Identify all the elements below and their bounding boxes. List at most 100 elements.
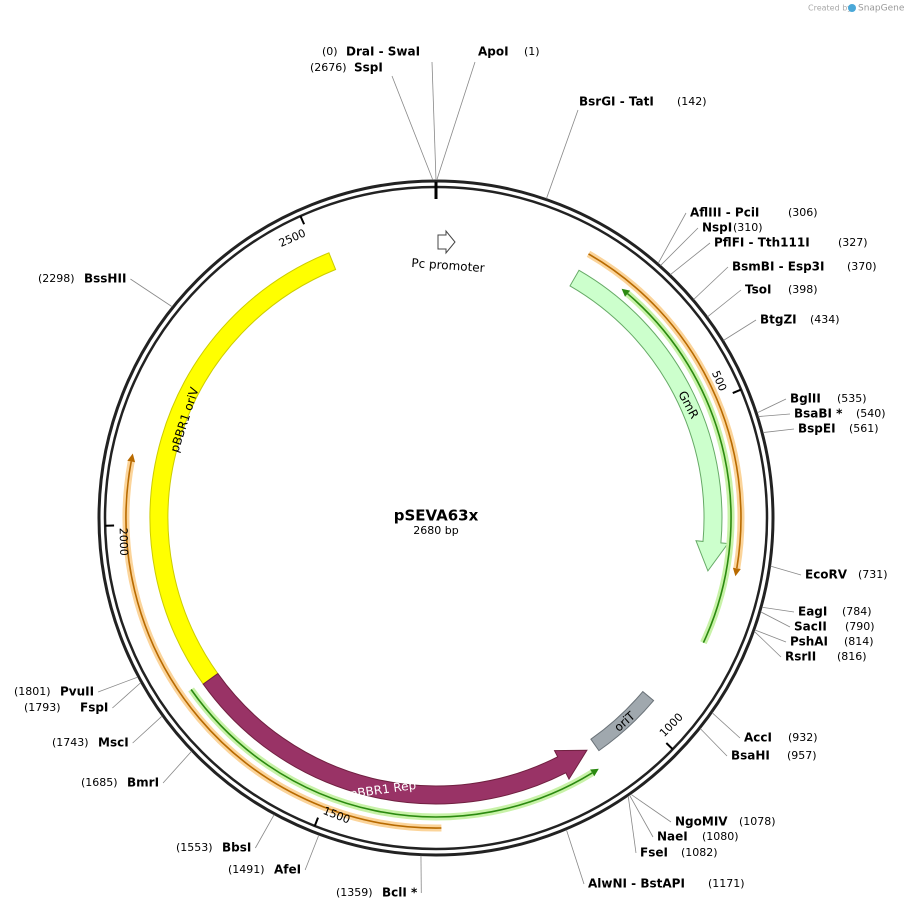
site-position: (306) xyxy=(788,206,818,219)
site-name: BssHII xyxy=(84,272,126,286)
site-position: (814) xyxy=(844,635,874,648)
tick-label: 1000 xyxy=(657,710,686,739)
feature-label: Pc promoter xyxy=(411,256,485,275)
site-position: (1359) xyxy=(336,886,373,899)
site-leader xyxy=(723,319,757,341)
site-position: (434) xyxy=(810,313,840,326)
site-name: BtgZI xyxy=(760,313,797,327)
site-leader xyxy=(693,266,729,300)
site-name: RsrII xyxy=(785,650,816,664)
backbone-outer xyxy=(97,179,775,857)
site-leader xyxy=(762,428,795,433)
site-position: (790) xyxy=(845,620,875,633)
orf-arrow-head xyxy=(127,453,136,463)
site-name: AlwNI - BstAPI xyxy=(588,877,685,891)
orf-arrow-head xyxy=(621,288,631,297)
plasmid-name: pSEVA63x xyxy=(394,507,479,525)
site-name: FspI xyxy=(80,701,108,715)
site-leader xyxy=(760,611,791,628)
site-position: (2298) xyxy=(38,272,75,285)
feature-oriV xyxy=(149,252,337,685)
site-name: PvuII xyxy=(60,685,94,699)
site-name: AfeI xyxy=(274,863,301,877)
feature-rep xyxy=(202,672,588,805)
site-position: (1080) xyxy=(702,830,739,843)
site-leader xyxy=(566,829,585,885)
site-name: AccI xyxy=(744,731,772,745)
site-name: BsaHI xyxy=(731,749,770,763)
site-leader xyxy=(657,212,687,264)
site-position: (1685) xyxy=(81,776,118,789)
site-name: SacII xyxy=(794,620,827,634)
site-name: PflFI - Tth111I xyxy=(714,236,810,250)
site-position: (932) xyxy=(788,731,818,744)
site-name: BsmBI - Esp3I xyxy=(732,260,824,274)
site-position: (310) xyxy=(733,221,763,234)
site-name: EagI xyxy=(798,605,827,619)
site-leader xyxy=(754,631,782,658)
orf-arrow-head xyxy=(590,768,599,777)
site-leader xyxy=(700,728,728,757)
feature-gmr xyxy=(569,269,729,572)
site-position: (398) xyxy=(788,283,818,296)
site-name: EcoRV xyxy=(805,568,848,582)
site-name: BsaBI * xyxy=(794,407,843,421)
site-leader xyxy=(130,278,173,308)
orf-arrow xyxy=(627,293,732,644)
site-position: (0) xyxy=(322,45,338,58)
site-name: NaeI xyxy=(657,830,688,844)
tick-mark xyxy=(732,388,742,394)
site-position: (1078) xyxy=(739,815,776,828)
site-leader xyxy=(162,751,192,784)
site-name: DraI - SwaI xyxy=(346,45,420,59)
site-name: NspI xyxy=(702,221,732,235)
tick-mark xyxy=(665,742,674,751)
site-name: BbsI xyxy=(222,841,251,855)
orf-arrow xyxy=(588,253,742,569)
site-position: (561) xyxy=(849,422,879,435)
site-position: (1) xyxy=(524,45,540,58)
site-leader xyxy=(707,289,742,318)
promoter-arrow xyxy=(437,229,456,255)
site-name: PshAI xyxy=(790,635,828,649)
site-position: (1743) xyxy=(52,736,89,749)
site-position: (1171) xyxy=(708,877,745,890)
site-position: (1793) xyxy=(24,701,61,714)
site-leader xyxy=(758,413,791,417)
site-name: NgoMIV xyxy=(675,815,728,829)
site-name: SspI xyxy=(354,61,383,75)
site-position: (731) xyxy=(858,568,888,581)
site-leader xyxy=(770,565,802,576)
site-position: (957) xyxy=(787,749,817,762)
plasmid-size: 2680 bp xyxy=(413,524,458,537)
site-name: BglII xyxy=(790,392,821,406)
site-leader xyxy=(627,795,637,854)
site-name: FseI xyxy=(640,846,668,860)
credit: Created by xyxy=(808,4,852,13)
site-leader xyxy=(629,794,654,838)
site-position: (1801) xyxy=(14,685,51,698)
site-leader xyxy=(132,715,163,744)
site-name: TsoI xyxy=(745,283,771,297)
site-name: MscI xyxy=(98,736,129,750)
orf-arrow-head xyxy=(732,567,741,577)
orf-arrow xyxy=(190,689,593,818)
site-name: AflIII - PciI xyxy=(690,206,759,220)
site-position: (1082) xyxy=(681,846,718,859)
site-name: BclI * xyxy=(382,886,418,900)
site-leader xyxy=(670,242,711,275)
logo xyxy=(848,4,856,12)
brand: SnapGene xyxy=(858,4,905,14)
site-leader xyxy=(97,676,138,693)
site-leader xyxy=(630,793,672,823)
site-leader xyxy=(711,712,741,739)
site-leader xyxy=(761,606,795,613)
site-position: (540) xyxy=(856,407,886,420)
site-position: (327) xyxy=(838,236,868,249)
site-position: (1553) xyxy=(176,841,213,854)
site-position: (142) xyxy=(677,95,707,108)
site-name: BmrI xyxy=(127,776,159,790)
site-position: (2676) xyxy=(310,61,347,74)
site-name: BsrGI - TatI xyxy=(579,95,654,109)
